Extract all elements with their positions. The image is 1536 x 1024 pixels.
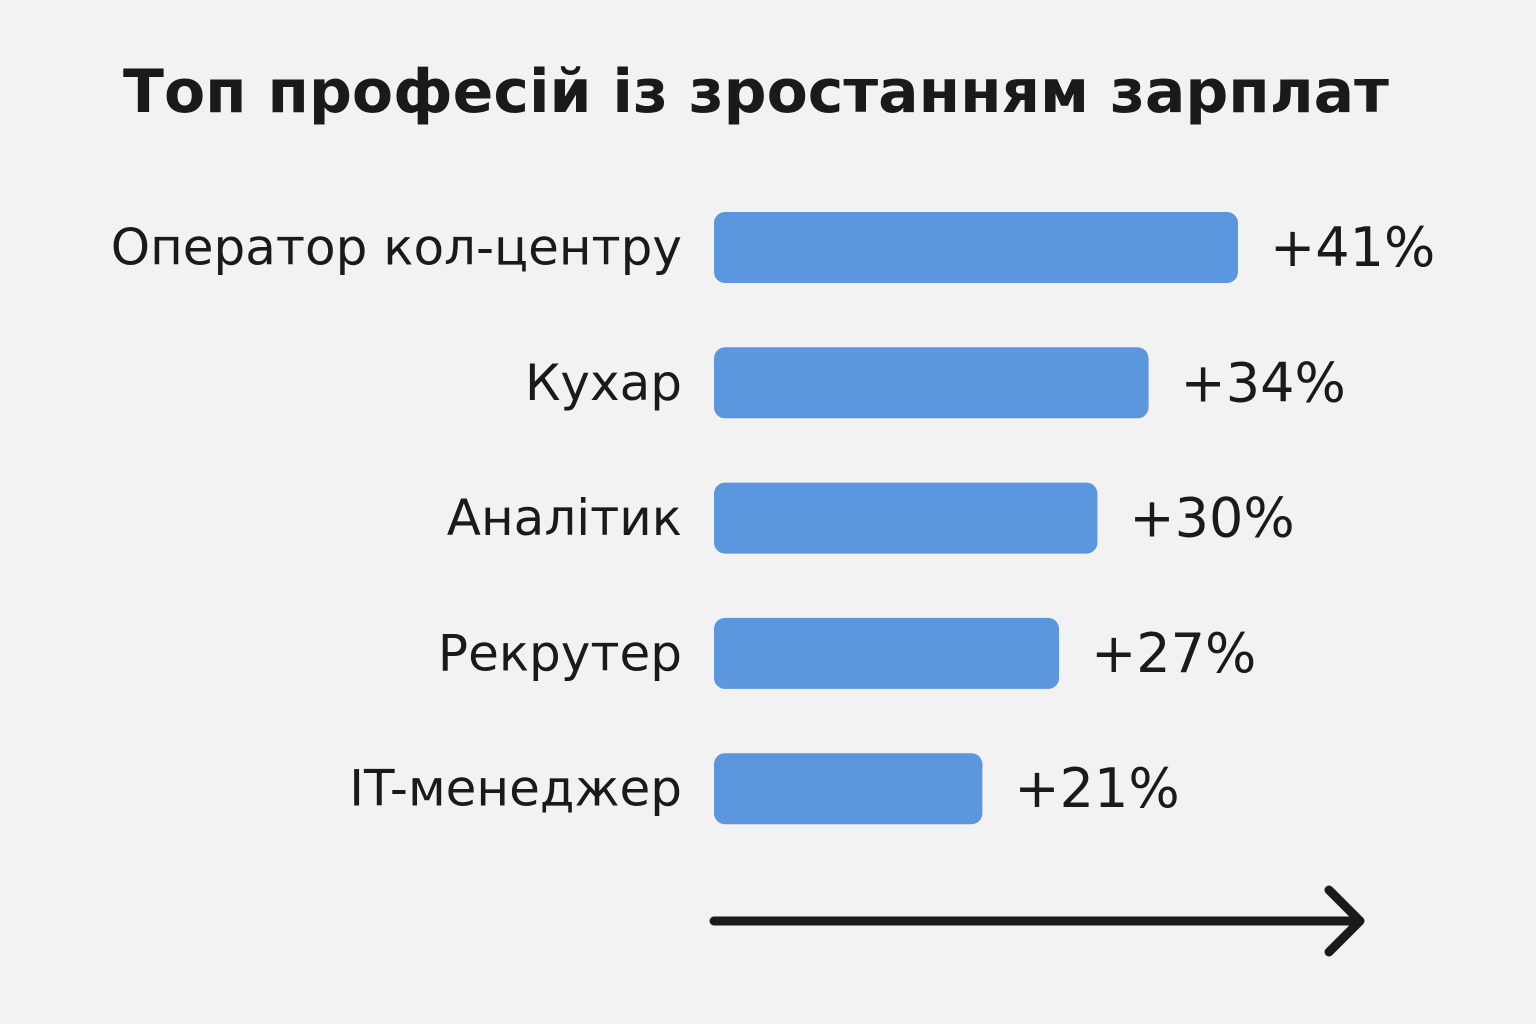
- bar: [714, 753, 983, 825]
- value-label: +27%: [1091, 622, 1256, 685]
- value-label: +21%: [1014, 757, 1179, 820]
- category-label: IT-менеджер: [349, 760, 682, 818]
- bars-group: Оператор кол-центру +41% Кухар +34% Аналітик…: [111, 212, 1435, 825]
- bar: [714, 347, 1149, 419]
- x-axis-arrow: [709, 885, 1365, 957]
- bar: [714, 482, 1098, 554]
- category-label: Кухар: [525, 354, 682, 412]
- category-label: Оператор кол-центру: [111, 219, 682, 277]
- chart-title: Топ професій із зростанням зарплат: [123, 57, 1389, 127]
- value-label: +41%: [1270, 216, 1435, 279]
- arrowhead-icon: [1324, 885, 1365, 957]
- value-label: +30%: [1129, 487, 1294, 550]
- category-label: Рекрутер: [438, 624, 682, 682]
- bar: [714, 212, 1238, 283]
- bar: [714, 617, 1060, 689]
- value-label: +34%: [1181, 351, 1346, 414]
- category-label: Аналітик: [447, 489, 682, 547]
